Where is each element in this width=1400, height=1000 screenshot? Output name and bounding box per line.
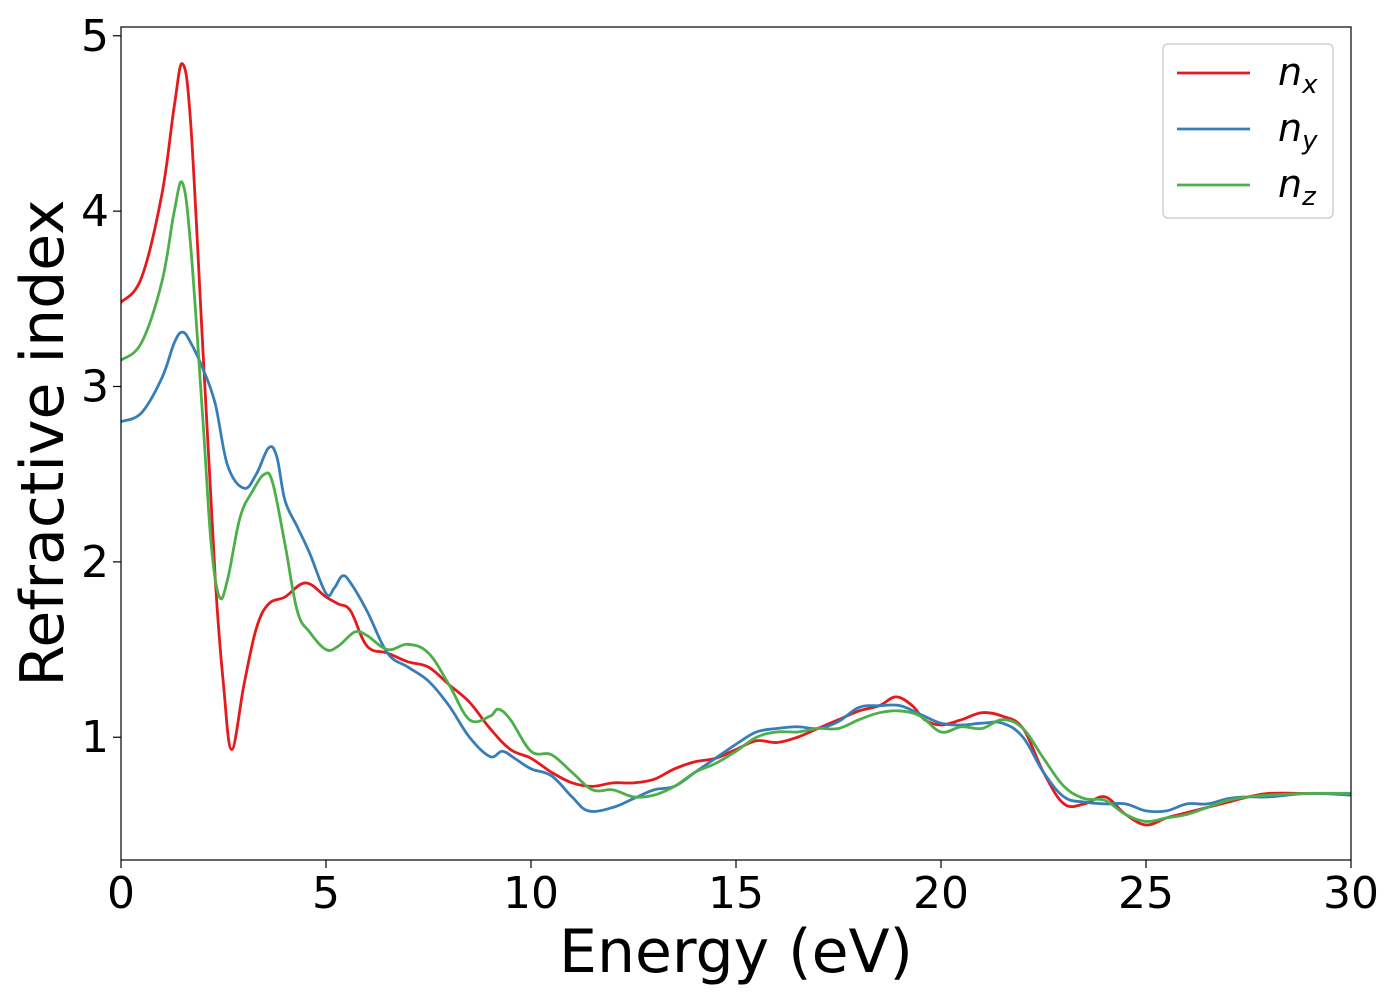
y-tick-label: 4 [81, 186, 109, 237]
x-axis-ticks: 0 5 10 15 20 25 30 [107, 860, 1379, 919]
legend-label-nz: nz [1278, 162, 1317, 212]
y-tick-label: 5 [81, 11, 109, 62]
y-tick-label: 3 [81, 362, 109, 413]
x-tick-label: 0 [107, 868, 135, 919]
series-lines [121, 62, 1351, 827]
series-line-nz [121, 180, 1351, 823]
x-tick-label: 20 [913, 868, 969, 919]
x-tick-label: 15 [708, 868, 764, 919]
y-tick-label: 1 [81, 712, 109, 763]
legend: nx ny nz [1162, 43, 1334, 219]
legend-box [1162, 43, 1334, 219]
x-tick-label: 10 [503, 868, 559, 919]
y-axis-ticks: 1 2 3 4 5 [81, 11, 121, 763]
series-line-ny [121, 330, 1351, 814]
x-axis-title: Energy (eV) [559, 917, 913, 987]
series-line-nx [121, 62, 1351, 827]
x-tick-label: 30 [1323, 868, 1379, 919]
plot-background [121, 27, 1351, 860]
x-tick-label: 5 [312, 868, 340, 919]
x-tick-label: 25 [1118, 868, 1174, 919]
y-tick-label: 2 [81, 537, 109, 588]
legend-label-nx: nx [1278, 50, 1318, 100]
legend-label-ny: ny [1278, 106, 1318, 156]
y-axis-title: Refractive index [8, 199, 78, 686]
